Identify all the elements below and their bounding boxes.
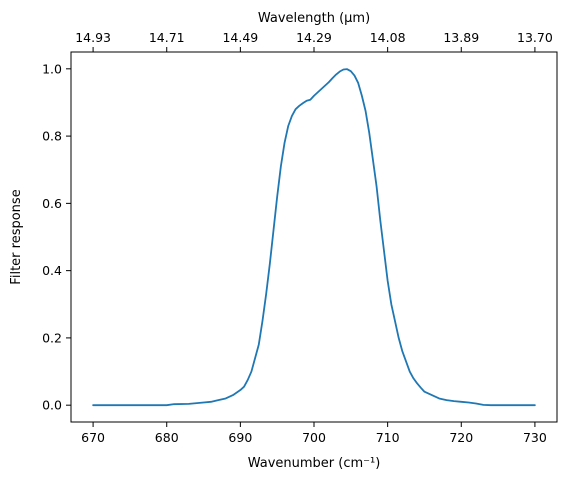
y-tick-label-5: 1.0 — [42, 61, 62, 76]
top-axis-label: Wavelength (μm) — [258, 11, 370, 26]
x-tick-label-3: 700 — [302, 430, 326, 445]
top-tick-label-2: 14.49 — [222, 30, 258, 45]
top-tick-label-5: 13.89 — [443, 30, 479, 45]
top-tick-label-3: 14.29 — [296, 30, 332, 45]
x-tick-label-5: 720 — [449, 430, 473, 445]
y-tick-label-4: 0.8 — [42, 129, 62, 144]
series-line — [92, 68, 536, 407]
x-axis-label: Wavenumber (cm⁻¹) — [248, 456, 381, 471]
top-tick-label-0: 14.93 — [75, 30, 111, 45]
y-axis-label: Filter response — [9, 189, 24, 284]
x-tick-label-0: 670 — [81, 430, 105, 445]
y-tick-label-2: 0.4 — [42, 263, 62, 278]
y-tick-label-0: 0.0 — [42, 398, 62, 413]
x-ticks-top: 14.93 14.71 14.49 14.29 14.08 13.89 13.70 — [75, 30, 553, 52]
x-tick-label-1: 680 — [155, 430, 179, 445]
top-tick-label-6: 13.70 — [517, 30, 553, 45]
plot-frame — [70, 51, 558, 423]
top-tick-label-1: 14.71 — [149, 30, 185, 45]
top-tick-label-4: 14.08 — [370, 30, 406, 45]
x-tick-label-6: 730 — [523, 430, 547, 445]
x-tick-label-2: 690 — [228, 430, 252, 445]
y-tick-label-3: 0.6 — [42, 196, 62, 211]
x-ticks-bottom: 670 680 690 700 710 720 730 — [81, 422, 547, 445]
x-tick-label-4: 710 — [376, 430, 400, 445]
y-tick-label-1: 0.2 — [42, 330, 62, 345]
y-ticks: 0.0 0.2 0.4 0.6 0.8 1.0 — [42, 61, 71, 413]
